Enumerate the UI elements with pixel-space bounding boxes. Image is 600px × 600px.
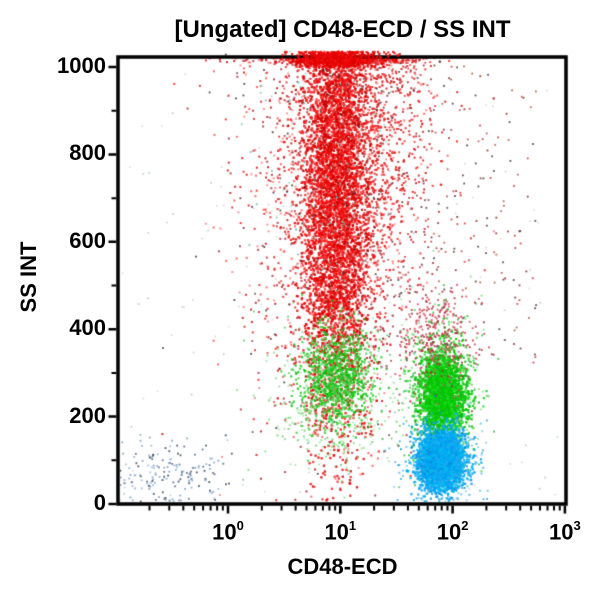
y-tick-label: 200 [69, 402, 106, 428]
y-tick-label: 400 [69, 315, 106, 341]
y-tick-label: 0 [93, 490, 106, 515]
x-axis-label: CD48-ECD [287, 554, 398, 579]
x-tick-label: 100 [212, 518, 244, 545]
y-tick-label: 800 [69, 140, 106, 166]
chart-title: [Ungated] CD48-ECD / SS INT [174, 16, 511, 43]
x-tick-label: 101 [324, 518, 357, 545]
y-tick-label: 1000 [57, 53, 106, 79]
x-tick-label: 102 [436, 518, 469, 545]
x-tick-label: 103 [549, 518, 581, 545]
y-tick-label: 600 [69, 227, 106, 253]
